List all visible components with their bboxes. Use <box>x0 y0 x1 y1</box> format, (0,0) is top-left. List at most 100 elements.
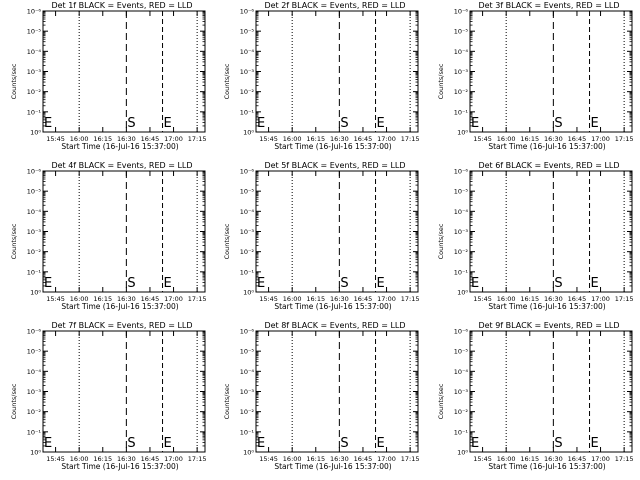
chart-title: Det 3f BLACK = Events, RED = LLD <box>478 1 619 10</box>
x-axis-label: Start Time (16-Jul-16 15:37:00) <box>274 462 391 471</box>
start-marker-label: S <box>127 116 135 131</box>
y-tick-label: 10⁻⁵ <box>27 28 42 36</box>
x-tick-label: 16:00 <box>497 295 516 303</box>
x-tick-label: 16:15 <box>306 455 325 463</box>
x-tick-label: 16:00 <box>70 295 89 303</box>
y-tick-label: 10⁻² <box>240 248 255 256</box>
x-axis-label: Start Time (16-Jul-16 15:37:00) <box>274 142 391 151</box>
y-tick-label: 10⁻⁴ <box>454 208 469 216</box>
x-tick-label: 17:00 <box>377 295 396 303</box>
start-marker-label: S <box>554 436 562 451</box>
x-tick-label: 16:45 <box>568 455 587 463</box>
chart-panel: Det 9f BLACK = Events, RED = LLD 10⁰ 10⁻¹ 1… <box>437 321 634 471</box>
y-axis-label: Counts/sec <box>10 63 18 99</box>
y-tick-label: 10⁰ <box>243 289 254 297</box>
y-tick-label: 10⁻³ <box>454 68 469 76</box>
x-axis-label: Start Time (16-Jul-16 15:37:00) <box>488 302 605 311</box>
x-tick-label: 16:30 <box>544 455 563 463</box>
end-marker-label: E <box>591 436 599 451</box>
chart-panel: Det 4f BLACK = Events, RED = LLD 10⁰ 10⁻¹ 1… <box>10 161 207 311</box>
x-tick-label: 17:15 <box>188 135 207 143</box>
end-marker-label: E <box>471 436 479 451</box>
plot-frame <box>42 330 206 453</box>
start-marker-label: S <box>554 116 562 131</box>
x-tick-label: 16:30 <box>330 135 349 143</box>
x-tick-label: 17:00 <box>591 455 610 463</box>
x-tick-label: 17:00 <box>164 295 183 303</box>
start-marker-label: S <box>127 436 135 451</box>
y-tick-label: 10⁰ <box>30 289 41 297</box>
x-axis-label: Start Time (16-Jul-16 15:37:00) <box>61 302 178 311</box>
x-tick-label: 16:15 <box>306 135 325 143</box>
y-tick-label: 10⁻³ <box>27 68 42 76</box>
y-tick-label: 10⁻⁴ <box>27 48 42 56</box>
end-marker-label: E <box>257 436 265 451</box>
x-tick-label: 16:00 <box>70 455 89 463</box>
end-marker-label: E <box>591 276 599 291</box>
x-tick-label: 15:45 <box>473 455 492 463</box>
y-tick-label: 10⁻⁴ <box>240 208 255 216</box>
x-tick-label: 15:45 <box>259 295 278 303</box>
y-axis-label: Counts/sec <box>437 223 445 259</box>
x-tick-label: 16:45 <box>141 135 160 143</box>
x-tick-label: 15:45 <box>473 135 492 143</box>
x-tick-label: 16:30 <box>117 455 136 463</box>
x-tick-label: 16:15 <box>93 135 112 143</box>
chart-title: Det 4f BLACK = Events, RED = LLD <box>51 161 192 170</box>
y-axis-label: Counts/sec <box>10 383 18 419</box>
end-marker-label: E <box>44 436 52 451</box>
y-tick-label: 10⁰ <box>30 129 41 137</box>
y-tick-label: 10⁻⁵ <box>240 28 255 36</box>
start-marker-label: S <box>127 276 135 291</box>
y-tick-label: 10⁻¹ <box>454 268 469 276</box>
y-tick-label: 10⁰ <box>457 449 468 457</box>
y-tick-label: 10⁻² <box>240 408 255 416</box>
y-tick-label: 10⁻⁵ <box>27 188 42 196</box>
plot-frame <box>42 170 206 293</box>
y-tick-label: 10⁻² <box>454 248 469 256</box>
y-tick-label: 10⁻¹ <box>454 428 469 436</box>
y-tick-label: 10⁻³ <box>240 68 255 76</box>
chart-title: Det 9f BLACK = Events, RED = LLD <box>478 321 619 330</box>
y-tick-label: 10⁰ <box>30 449 41 457</box>
start-marker-label: S <box>340 276 348 291</box>
y-tick-label: 10⁻² <box>27 88 42 96</box>
y-axis-label: Counts/sec <box>437 63 445 99</box>
y-tick-label: 10⁻¹ <box>27 108 42 116</box>
y-tick-label: 10⁻³ <box>27 388 42 396</box>
x-tick-label: 15:45 <box>46 295 65 303</box>
end-marker-label: E <box>471 116 479 131</box>
x-tick-label: 16:30 <box>330 455 349 463</box>
x-tick-label: 16:15 <box>93 295 112 303</box>
end-marker-label: E <box>44 276 52 291</box>
chart-panel: Det 3f BLACK = Events, RED = LLD 10⁰ 10⁻¹ 1… <box>437 1 634 151</box>
x-tick-label: 17:15 <box>401 135 420 143</box>
chart-panel: Det 5f BLACK = Events, RED = LLD 10⁰ 10⁻¹ 1… <box>223 161 420 311</box>
end-marker-label: E <box>164 276 172 291</box>
y-tick-label: 10⁻¹ <box>454 108 469 116</box>
x-tick-label: 16:15 <box>520 135 539 143</box>
y-tick-label: 10⁻⁶ <box>454 8 469 16</box>
x-tick-label: 17:00 <box>164 135 183 143</box>
chart-panel: Det 7f BLACK = Events, RED = LLD 10⁰ 10⁻¹ 1… <box>10 321 207 471</box>
plot-frame <box>255 330 419 453</box>
y-tick-label: 10⁰ <box>457 129 468 137</box>
y-tick-label: 10⁰ <box>243 449 254 457</box>
x-tick-label: 16:30 <box>544 295 563 303</box>
chart-title: Det 2f BLACK = Events, RED = LLD <box>264 1 405 10</box>
plot-frame <box>42 10 206 133</box>
y-tick-label: 10⁻³ <box>240 388 255 396</box>
y-tick-label: 10⁻⁶ <box>27 168 42 176</box>
x-tick-label: 16:45 <box>354 295 373 303</box>
plot-frame <box>469 330 633 453</box>
end-marker-label: E <box>377 116 385 131</box>
x-tick-label: 17:15 <box>615 135 634 143</box>
y-tick-label: 10⁰ <box>457 289 468 297</box>
y-tick-label: 10⁻² <box>27 248 42 256</box>
x-tick-label: 17:00 <box>591 295 610 303</box>
start-marker-label: S <box>340 436 348 451</box>
end-marker-label: E <box>591 116 599 131</box>
plot-frame <box>469 170 633 293</box>
y-tick-label: 10⁻⁵ <box>454 28 469 36</box>
